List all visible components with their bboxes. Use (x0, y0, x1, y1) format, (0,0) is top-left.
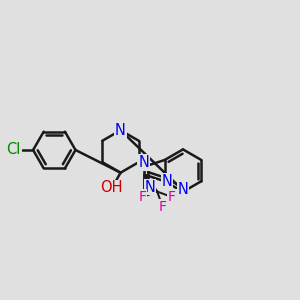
Text: N: N (115, 123, 126, 138)
Text: F: F (138, 190, 146, 204)
Text: N: N (144, 180, 155, 195)
Text: F: F (168, 190, 176, 204)
Text: N: N (161, 174, 172, 189)
Text: N: N (178, 182, 188, 197)
Text: F: F (159, 200, 167, 214)
Text: N: N (138, 155, 149, 170)
Text: Cl: Cl (6, 142, 21, 158)
Text: OH: OH (100, 181, 123, 196)
